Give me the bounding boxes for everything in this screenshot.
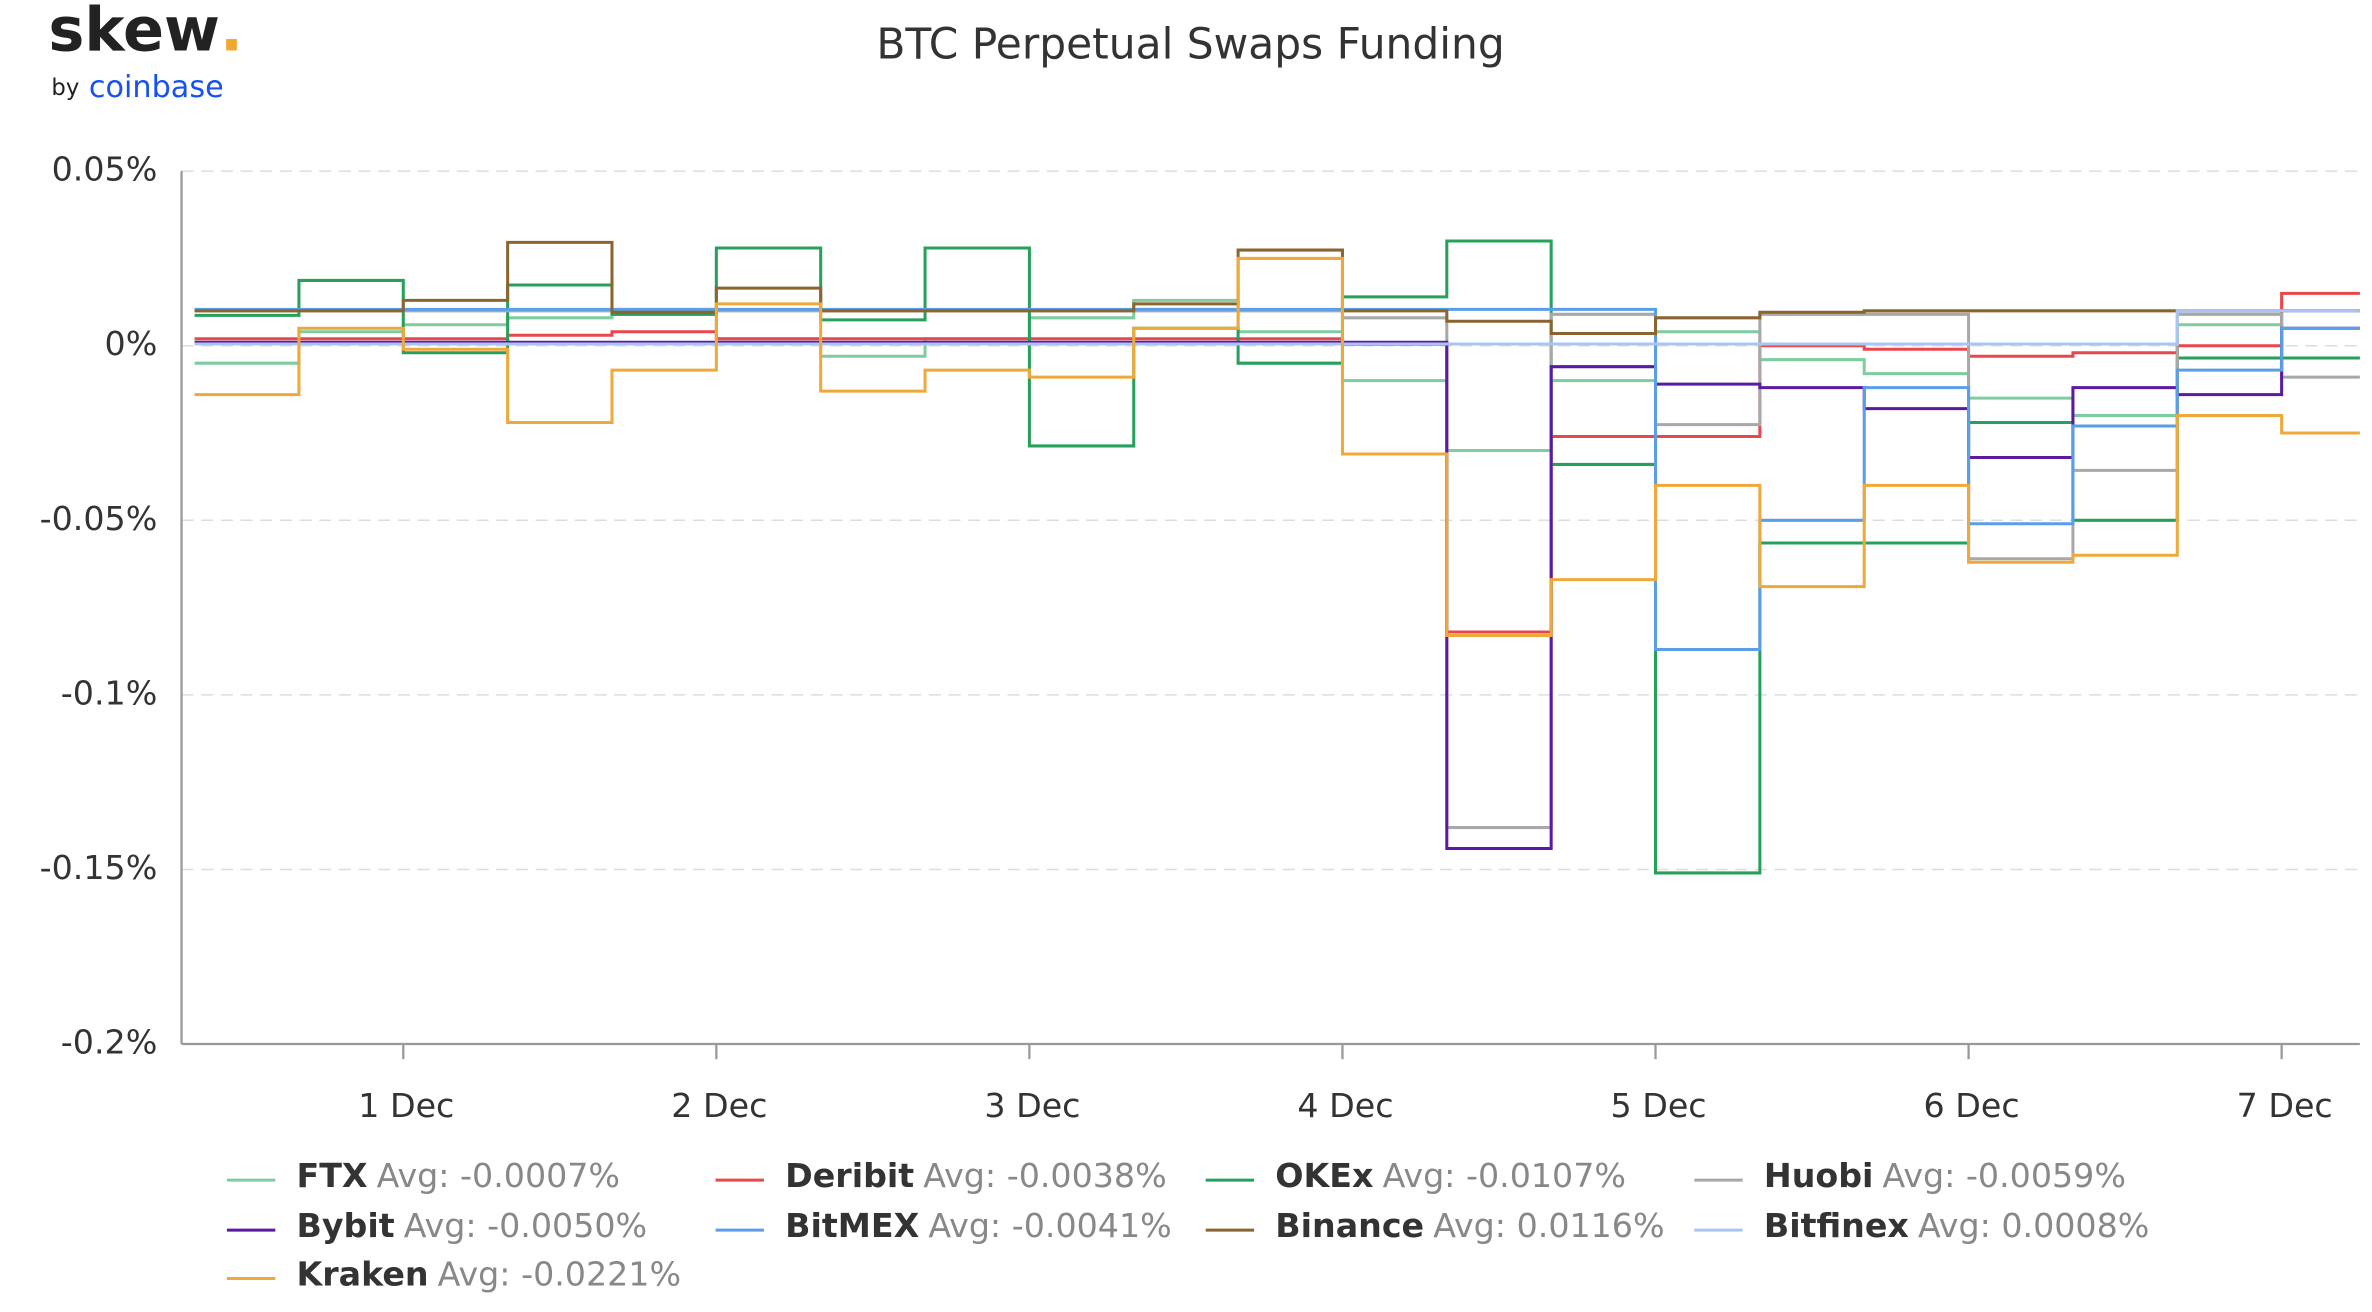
y-tick-label: -0.05% xyxy=(40,499,158,538)
x-tick-label: 1 Dec xyxy=(358,1086,454,1125)
logo-by: by xyxy=(51,74,79,100)
legend-name: Bitfinex xyxy=(1764,1206,1909,1245)
series-line xyxy=(194,298,2360,452)
legend-avg: Avg: 0.0008% xyxy=(1918,1206,2149,1245)
y-tick-label: -0.15% xyxy=(40,848,158,887)
legend-entry: Binance Avg: 0.0116% xyxy=(1275,1206,1664,1245)
x-tick-label: 4 Dec xyxy=(1297,1086,1393,1125)
legend-name: Binance xyxy=(1275,1206,1424,1245)
y-tick-label: 0% xyxy=(105,324,158,363)
logo-byline: by coinbase xyxy=(51,69,223,104)
legend-entry: Kraken Avg: -0.0221% xyxy=(296,1254,681,1293)
y-tick-label: -0.2% xyxy=(61,1023,158,1062)
legend-name: Bybit xyxy=(296,1206,394,1245)
x-tick-label: 3 Dec xyxy=(984,1086,1080,1125)
legend-name: OKEx xyxy=(1275,1156,1373,1195)
x-tick-label: 6 Dec xyxy=(1924,1086,2020,1125)
x-tick-label: 7 Dec xyxy=(2237,1086,2333,1125)
legend-avg: Avg: -0.0041% xyxy=(928,1206,1171,1245)
series-line xyxy=(194,309,2360,830)
legend-avg: Avg: -0.0059% xyxy=(1883,1156,2126,1195)
legend-entry: Huobi Avg: -0.0059% xyxy=(1764,1156,2126,1195)
series-line xyxy=(194,240,2360,336)
legend-name: Kraken xyxy=(296,1254,428,1293)
legend-name: Deribit xyxy=(785,1156,914,1195)
legend-entry: BitMEX Avg: -0.0041% xyxy=(785,1206,1172,1245)
legend-avg: Avg: -0.0050% xyxy=(404,1206,647,1245)
legend-entry: FTX Avg: -0.0007% xyxy=(296,1156,620,1195)
legend-avg: Avg: -0.0221% xyxy=(438,1254,681,1293)
series-line xyxy=(194,256,2360,638)
chart-title: BTC Perpetual Swaps Funding xyxy=(876,20,1504,69)
legend-avg: Avg: 0.0116% xyxy=(1433,1206,1664,1245)
series-line xyxy=(194,307,2360,652)
legend-avg: Avg: -0.0107% xyxy=(1383,1156,1626,1195)
legend-name: FTX xyxy=(296,1156,367,1195)
logo-word-text: skew xyxy=(48,0,220,65)
legend-name: BitMEX xyxy=(785,1206,919,1245)
legend-entry: Bitfinex Avg: 0.0008% xyxy=(1764,1206,2150,1245)
legend-avg: Avg: -0.0007% xyxy=(377,1156,620,1195)
y-tick-label: 0.05% xyxy=(52,150,158,189)
series-line xyxy=(194,326,2360,851)
logo-dot: . xyxy=(220,0,243,65)
legend-avg: Avg: -0.0038% xyxy=(923,1156,1166,1195)
legend-entry: Deribit Avg: -0.0038% xyxy=(785,1156,1167,1195)
x-tick-label: 2 Dec xyxy=(671,1086,767,1125)
legend-entry: Bybit Avg: -0.0050% xyxy=(296,1206,647,1245)
logo-brand: coinbase xyxy=(89,69,224,104)
legend-entry: OKEx Avg: -0.0107% xyxy=(1275,1156,1626,1195)
x-tick-label: 5 Dec xyxy=(1610,1086,1706,1125)
legend-name: Huobi xyxy=(1764,1156,1874,1195)
logo-word: skew. xyxy=(48,0,243,65)
y-tick-label: -0.1% xyxy=(61,673,158,712)
